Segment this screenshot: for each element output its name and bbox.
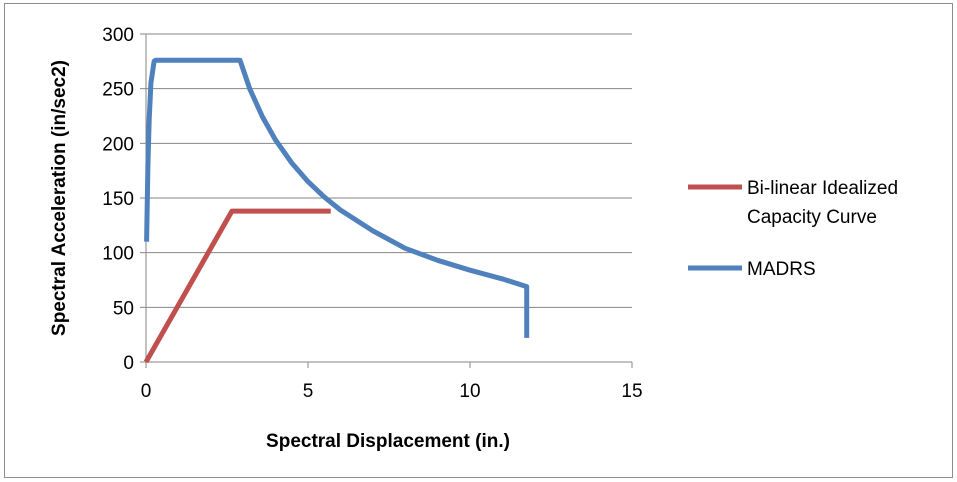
chart-frame — [4, 3, 953, 478]
madrs-line — [144, 57, 530, 338]
legend-label-madrs: MADRS — [747, 259, 816, 280]
y-tick-label-250: 250 — [102, 80, 134, 101]
legend-item-madrs: MADRS — [688, 259, 816, 280]
y-tick-label-100: 100 — [102, 244, 134, 265]
y-tick-labels: 0 50 100 150 200 250 300 — [102, 25, 134, 374]
y-tick-label-50: 50 — [113, 298, 134, 319]
y-tick-label-200: 200 — [102, 134, 134, 155]
gridlines — [146, 33, 632, 308]
legend-label-bilinear-line2: Capacity Curve — [747, 207, 877, 228]
axes — [140, 33, 633, 368]
y-tick-label-0: 0 — [123, 353, 134, 374]
series-group — [143, 57, 530, 364]
x-axis-title: Spectral Displacement (in.) — [266, 431, 510, 452]
legend-label-bilinear: Bi-linear Idealized Capacity Curve — [747, 178, 903, 228]
y-axis-title: Spectral Acceleration (in/sec2) — [49, 60, 70, 336]
legend-label-bilinear-line1: Bi-linear Idealized — [747, 178, 898, 199]
y-tick-label-150: 150 — [102, 189, 134, 210]
legend-item-bilinear: Bi-linear Idealized Capacity Curve — [688, 178, 903, 228]
bilinear-capacity-line — [143, 208, 331, 364]
x-tick-label-5: 5 — [303, 381, 314, 402]
x-tick-label-10: 10 — [459, 381, 480, 402]
x-tick-labels: 0 5 10 15 — [141, 381, 643, 402]
legend: Bi-linear Idealized Capacity Curve MADRS — [688, 178, 903, 280]
y-tick-label-300: 300 — [102, 25, 134, 46]
x-tick-label-0: 0 — [141, 381, 152, 402]
x-tick-label-15: 15 — [621, 381, 642, 402]
